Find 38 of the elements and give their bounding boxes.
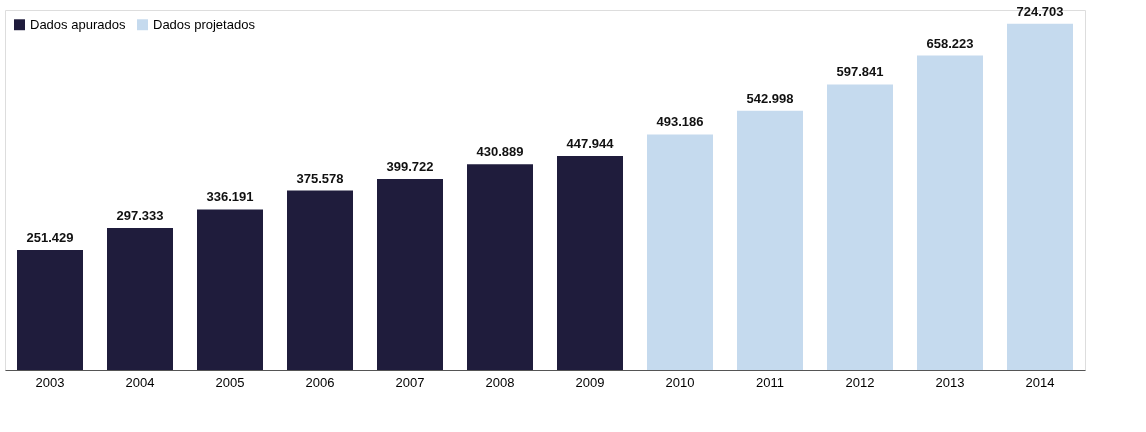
x-tick-label: 2012 xyxy=(845,374,875,390)
bar xyxy=(107,227,173,370)
bar xyxy=(827,84,893,370)
legend-label: Dados apurados xyxy=(30,16,126,32)
x-tick-label: 2009 xyxy=(575,374,605,390)
x-tick-label: 2008 xyxy=(485,374,515,390)
bar xyxy=(377,179,443,370)
x-tick-label: 2007 xyxy=(395,374,425,390)
x-tick-label: 2006 xyxy=(305,374,335,390)
bar xyxy=(917,55,983,370)
data-label: 375.578 xyxy=(296,170,344,186)
x-tick-label: 2004 xyxy=(125,374,155,390)
data-label: 430.889 xyxy=(476,144,524,160)
bar xyxy=(197,209,263,370)
data-label: 447.944 xyxy=(566,136,615,152)
x-tick-label: 2011 xyxy=(756,374,784,390)
bar xyxy=(1007,23,1073,370)
x-tick-label: 2003 xyxy=(35,374,65,390)
data-label: 336.191 xyxy=(206,189,254,205)
bar xyxy=(287,190,353,370)
bar xyxy=(737,110,803,370)
x-tick-label: 2013 xyxy=(935,374,965,390)
x-tick-label: 2010 xyxy=(665,374,695,390)
data-label: 542.998 xyxy=(746,90,794,106)
data-label: 399.722 xyxy=(386,159,434,175)
data-label: 658.223 xyxy=(926,35,974,51)
data-label: 251.429 xyxy=(26,229,74,245)
data-label: 297.333 xyxy=(116,207,164,223)
data-label: 493.186 xyxy=(656,114,704,130)
data-label: 597.841 xyxy=(836,64,884,80)
x-tick-label: 2005 xyxy=(215,374,245,390)
bar xyxy=(467,164,533,370)
bar xyxy=(17,249,83,370)
data-label: 724.703 xyxy=(1016,3,1064,19)
bar xyxy=(647,134,713,370)
legend-label: Dados projetados xyxy=(153,16,256,32)
bar xyxy=(557,156,623,370)
x-tick-label: 2014 xyxy=(1025,374,1055,390)
